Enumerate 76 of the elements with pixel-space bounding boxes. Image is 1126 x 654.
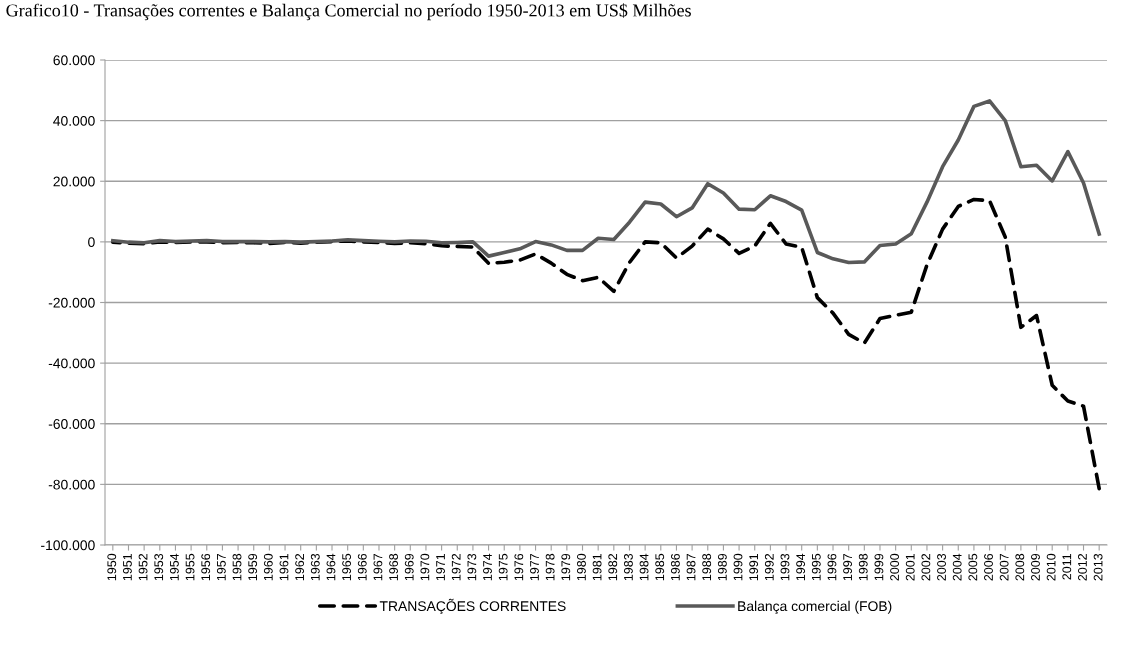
- x-tick-label: 1978: [545, 553, 555, 581]
- x-tick-label: 1982: [608, 553, 618, 581]
- x-tick-label: 1975: [498, 553, 508, 581]
- x-tick-label: 1999: [874, 553, 884, 581]
- y-tick-label: 0: [88, 237, 95, 248]
- x-tick-label: 1996: [827, 553, 837, 581]
- x-tick-label: 1985: [655, 553, 665, 581]
- x-tick-label: 1981: [592, 553, 602, 581]
- x-tick-label: 1988: [702, 553, 712, 581]
- legend-label: TRANSAÇÕES CORRENTES: [379, 598, 566, 614]
- x-tick-label: 1970: [420, 553, 430, 581]
- x-tick-label: 2005: [968, 553, 978, 581]
- chart-title: Grafico10 - Transações correntes e Balança Comercial no período 1950-2013 em US$ Milhões: [6, 3, 691, 21]
- x-tick-label: 1960: [263, 553, 273, 581]
- y-tick-label: -20.000: [48, 297, 95, 308]
- x-tick-label: 2002: [921, 553, 931, 581]
- x-tick-label: 1962: [295, 553, 305, 581]
- x-tick-label: 2001: [905, 553, 915, 581]
- x-tick-label: 1965: [342, 553, 352, 581]
- x-tick-label: 2009: [1031, 553, 1040, 581]
- x-tick-label: 1993: [780, 553, 790, 581]
- x-tick-label: 1968: [389, 553, 398, 581]
- x-tick-label: 1954: [169, 553, 179, 581]
- x-tick-label: 1950: [107, 553, 117, 581]
- x-tick-label: 1995: [811, 553, 821, 581]
- x-tick-label: 1957: [216, 553, 226, 581]
- x-tick-label: 1974: [483, 553, 492, 581]
- y-tick-label: -100.000: [41, 540, 95, 551]
- y-tick-label: 40.000: [53, 115, 95, 126]
- x-tick-label: 1958: [232, 553, 242, 581]
- x-tick-label: 1989: [717, 553, 727, 581]
- x-tick-label: 1963: [310, 553, 320, 581]
- x-tick-label: 2000: [890, 553, 899, 581]
- x-tick-label: 1991: [749, 553, 759, 581]
- x-tick-label: 1997: [843, 553, 853, 581]
- x-tick-label: 2007: [999, 553, 1009, 581]
- x-tick-label: 1953: [154, 553, 164, 581]
- y-tick-label: -40.000: [48, 358, 95, 369]
- y-tick-label: -80.000: [48, 479, 95, 490]
- x-tick-label: 1966: [357, 553, 367, 581]
- x-tick-label: 1961: [279, 553, 289, 581]
- x-tick-label: 1971: [436, 553, 445, 581]
- x-tick-label: 1976: [514, 553, 524, 581]
- x-tick-label: 1972: [451, 553, 461, 581]
- x-tick-label: 2004: [952, 553, 962, 581]
- y-tick-label: 60.000: [53, 55, 95, 66]
- legend-label: Balança comercial (FOB): [738, 600, 892, 614]
- x-tick-label: 1973: [467, 553, 477, 581]
- x-tick-label: 2008: [1015, 553, 1025, 581]
- x-tick-label: 1990: [733, 553, 743, 581]
- x-tick-label: 1998: [858, 553, 868, 581]
- x-tick-label: 2011: [1062, 553, 1072, 580]
- y-tick-label: 20.000: [53, 176, 95, 187]
- x-tick-label: 2003: [937, 553, 946, 581]
- x-tick-label: 1952: [138, 553, 148, 581]
- x-tick-label: 1955: [185, 553, 195, 581]
- x-tick-label: 1980: [577, 553, 586, 581]
- x-tick-label: 1992: [764, 553, 774, 581]
- x-tick-label: 1969: [404, 553, 414, 581]
- x-tick-label: 1967: [373, 553, 383, 581]
- x-tick-label: 2013: [1093, 553, 1103, 581]
- x-tick-label: 1951: [122, 553, 132, 581]
- x-tick-label: 1956: [201, 553, 211, 581]
- x-tick-label: 2010: [1046, 553, 1056, 581]
- x-tick-label: 1994: [796, 553, 806, 581]
- y-tick-label: -60.000: [48, 419, 95, 429]
- x-tick-label: 1984: [639, 553, 649, 581]
- x-tick-label: 2006: [984, 553, 993, 581]
- x-tick-label: 1964: [326, 553, 336, 581]
- x-tick-label: 2012: [1078, 553, 1087, 581]
- x-tick-label: 1977: [530, 553, 539, 581]
- x-tick-label: 1959: [248, 553, 258, 581]
- x-tick-label: 1986: [670, 553, 680, 581]
- x-tick-label: 1983: [623, 553, 633, 581]
- x-tick-label: 1987: [686, 553, 696, 581]
- x-tick-label: 1979: [561, 553, 571, 581]
